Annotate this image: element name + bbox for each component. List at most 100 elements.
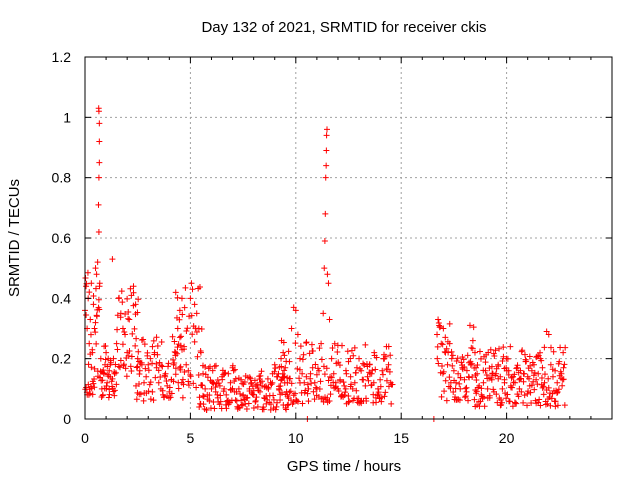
- data-point: [107, 359, 114, 366]
- data-point: [303, 373, 310, 380]
- data-point: [115, 363, 122, 370]
- data-point: [95, 201, 102, 208]
- data-point: [369, 367, 376, 374]
- data-point: [128, 353, 135, 360]
- data-point: [444, 338, 451, 345]
- x-tick-label: 5: [187, 430, 195, 446]
- data-point: [116, 294, 123, 301]
- data-point: [157, 373, 164, 380]
- data-point: [235, 385, 242, 392]
- data-point: [472, 386, 479, 393]
- data-point: [284, 374, 291, 381]
- data-point: [128, 368, 135, 375]
- data-point: [121, 328, 128, 335]
- data-point: [560, 349, 567, 356]
- data-point: [174, 294, 181, 301]
- data-point: [500, 344, 507, 351]
- data-point: [447, 385, 454, 392]
- data-point: [232, 375, 239, 382]
- data-point: [448, 355, 455, 362]
- data-point: [321, 238, 328, 245]
- data-point: [134, 355, 141, 362]
- data-point: [547, 344, 554, 351]
- data-point: [282, 364, 289, 371]
- data-point: [217, 398, 224, 405]
- data-point: [134, 363, 141, 370]
- data-point: [178, 333, 185, 340]
- data-point: [545, 384, 552, 391]
- data-point: [561, 402, 568, 409]
- data-point: [122, 310, 129, 317]
- data-point: [313, 371, 320, 378]
- data-point: [136, 380, 143, 387]
- data-point: [175, 385, 182, 392]
- data-point: [136, 370, 143, 377]
- data-point: [102, 342, 109, 349]
- data-point: [440, 368, 447, 375]
- data-point: [554, 402, 561, 409]
- data-point: [165, 360, 172, 367]
- data-point: [323, 132, 330, 139]
- data-point: [99, 392, 106, 399]
- data-point: [88, 280, 95, 287]
- data-point: [170, 378, 177, 385]
- data-point: [466, 322, 473, 329]
- data-point: [367, 370, 374, 377]
- data-point: [181, 369, 188, 376]
- data-point: [154, 343, 161, 350]
- data-point: [203, 406, 210, 413]
- data-point: [557, 368, 564, 375]
- y-tick-label: 0.2: [52, 351, 72, 367]
- data-point: [438, 362, 445, 369]
- data-point: [96, 306, 103, 313]
- data-point: [351, 379, 358, 386]
- data-point: [284, 402, 291, 409]
- data-point: [520, 399, 527, 406]
- data-point: [527, 389, 534, 396]
- data-point: [196, 394, 203, 401]
- data-point: [463, 384, 470, 391]
- data-point: [543, 328, 550, 335]
- data-point: [133, 396, 140, 403]
- data-point: [145, 367, 152, 374]
- data-point: [323, 365, 330, 372]
- data-point: [171, 348, 178, 355]
- data-point: [229, 385, 236, 392]
- data-point: [475, 384, 482, 391]
- data-point: [454, 355, 461, 362]
- data-point: [434, 331, 441, 338]
- data-point: [114, 326, 121, 333]
- data-point: [165, 363, 172, 370]
- data-point: [85, 361, 92, 368]
- data-point: [535, 370, 542, 377]
- data-point: [512, 399, 519, 406]
- data-point: [147, 379, 154, 386]
- data-point: [307, 370, 314, 377]
- data-point: [109, 256, 116, 263]
- data-point: [348, 347, 355, 354]
- data-point: [187, 371, 194, 378]
- data-point: [474, 362, 481, 369]
- data-point: [462, 385, 469, 392]
- data-point: [456, 397, 463, 404]
- data-point: [348, 381, 355, 388]
- data-point: [269, 379, 276, 386]
- data-point: [297, 379, 304, 386]
- data-point: [245, 400, 252, 407]
- data-point: [145, 388, 152, 395]
- data-point: [455, 370, 462, 377]
- data-point: [122, 365, 129, 372]
- data-point: [303, 339, 310, 346]
- data-point: [158, 338, 165, 345]
- data-point: [147, 396, 154, 403]
- data-point: [336, 362, 343, 369]
- data-point: [311, 396, 318, 403]
- data-point: [166, 384, 173, 391]
- data-point: [345, 393, 352, 400]
- data-point: [246, 374, 253, 381]
- data-point: [189, 331, 196, 338]
- data-point: [89, 346, 96, 353]
- data-point: [186, 313, 193, 320]
- data-point: [353, 364, 360, 371]
